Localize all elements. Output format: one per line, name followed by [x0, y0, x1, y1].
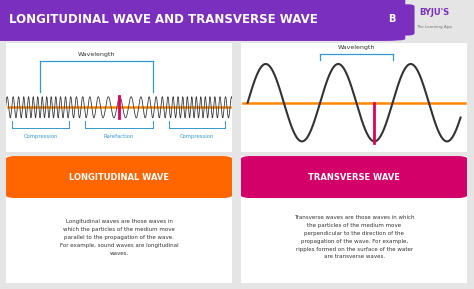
FancyBboxPatch shape: [369, 4, 415, 36]
Text: Compression: Compression: [24, 134, 58, 139]
Text: Wavelength: Wavelength: [78, 52, 115, 57]
FancyBboxPatch shape: [234, 152, 474, 287]
Text: Compression: Compression: [180, 134, 214, 139]
Text: LONGITUDINAL WAVE: LONGITUDINAL WAVE: [69, 173, 169, 181]
FancyBboxPatch shape: [3, 156, 235, 198]
Text: The Learning App: The Learning App: [416, 25, 452, 29]
FancyBboxPatch shape: [0, 0, 405, 41]
FancyBboxPatch shape: [1, 41, 237, 154]
FancyBboxPatch shape: [236, 41, 472, 154]
FancyBboxPatch shape: [238, 156, 470, 198]
Text: Transverse waves are those waves in which
the particles of the medium move
perpe: Transverse waves are those waves in whic…: [294, 215, 414, 260]
Text: Longitudinal waves are those waves in
which the particles of the medium move
par: Longitudinal waves are those waves in wh…: [60, 219, 178, 255]
Text: TRANSVERSE WAVE: TRANSVERSE WAVE: [308, 173, 400, 181]
Text: Wavelength: Wavelength: [337, 45, 375, 50]
Text: BYJU'S: BYJU'S: [419, 8, 449, 17]
FancyBboxPatch shape: [0, 152, 239, 287]
Text: LONGITUDINAL WAVE AND TRANSVERSE WAVE: LONGITUDINAL WAVE AND TRANSVERSE WAVE: [9, 13, 318, 26]
Text: Rarefaction: Rarefaction: [104, 134, 134, 139]
Text: B: B: [388, 14, 395, 24]
FancyBboxPatch shape: [0, 0, 190, 39]
